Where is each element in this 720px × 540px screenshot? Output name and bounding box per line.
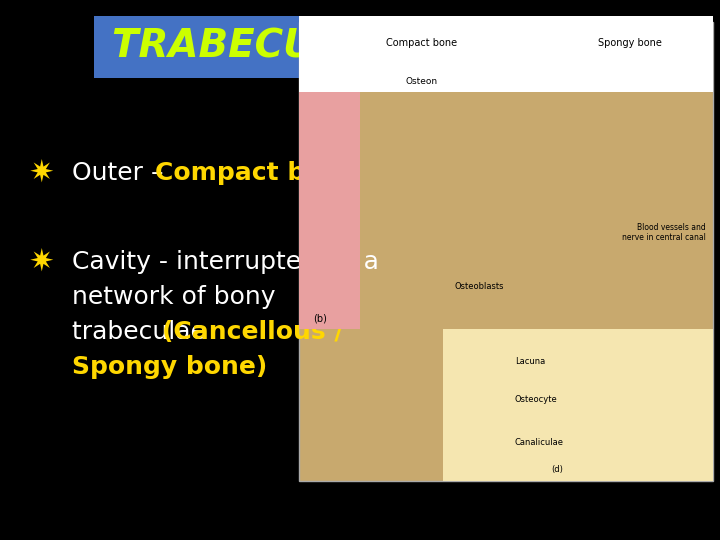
Text: (Cancellous /: (Cancellous / [162, 320, 343, 344]
Text: Canaliculae: Canaliculae [515, 438, 564, 447]
Text: Spongy bone: Spongy bone [598, 38, 662, 48]
Text: Osteoblasts: Osteoblasts [454, 282, 503, 291]
Text: Lacuna: Lacuna [515, 357, 545, 366]
Text: Osteon: Osteon [405, 77, 437, 85]
Text: Cavity - interrupted by a: Cavity - interrupted by a [72, 250, 379, 274]
Bar [443, 329, 713, 481]
Text: Spongy bone): Spongy bone) [72, 355, 267, 379]
Bar [299, 16, 713, 92]
Text: network of bony: network of bony [72, 285, 276, 309]
Text: TRABECULAR PATTERN: TRABECULAR PATTERN [112, 28, 608, 66]
Bar [299, 92, 360, 329]
Bar [299, 22, 713, 481]
Text: ✷: ✷ [29, 158, 54, 187]
Text: Compact bone: Compact bone [386, 38, 456, 48]
Text: Compact bone: Compact bone [155, 161, 357, 185]
Text: (b): (b) [313, 314, 327, 323]
Text: trabeculae: trabeculae [72, 320, 214, 344]
Text: Blood vessels and
nerve in central canal: Blood vessels and nerve in central canal [622, 222, 706, 242]
Text: Osteocyte: Osteocyte [515, 395, 557, 404]
Text: ✷: ✷ [29, 247, 54, 276]
Bar [94, 16, 626, 78]
Text: Outer –: Outer – [72, 161, 171, 185]
Text: (d): (d) [551, 465, 562, 474]
